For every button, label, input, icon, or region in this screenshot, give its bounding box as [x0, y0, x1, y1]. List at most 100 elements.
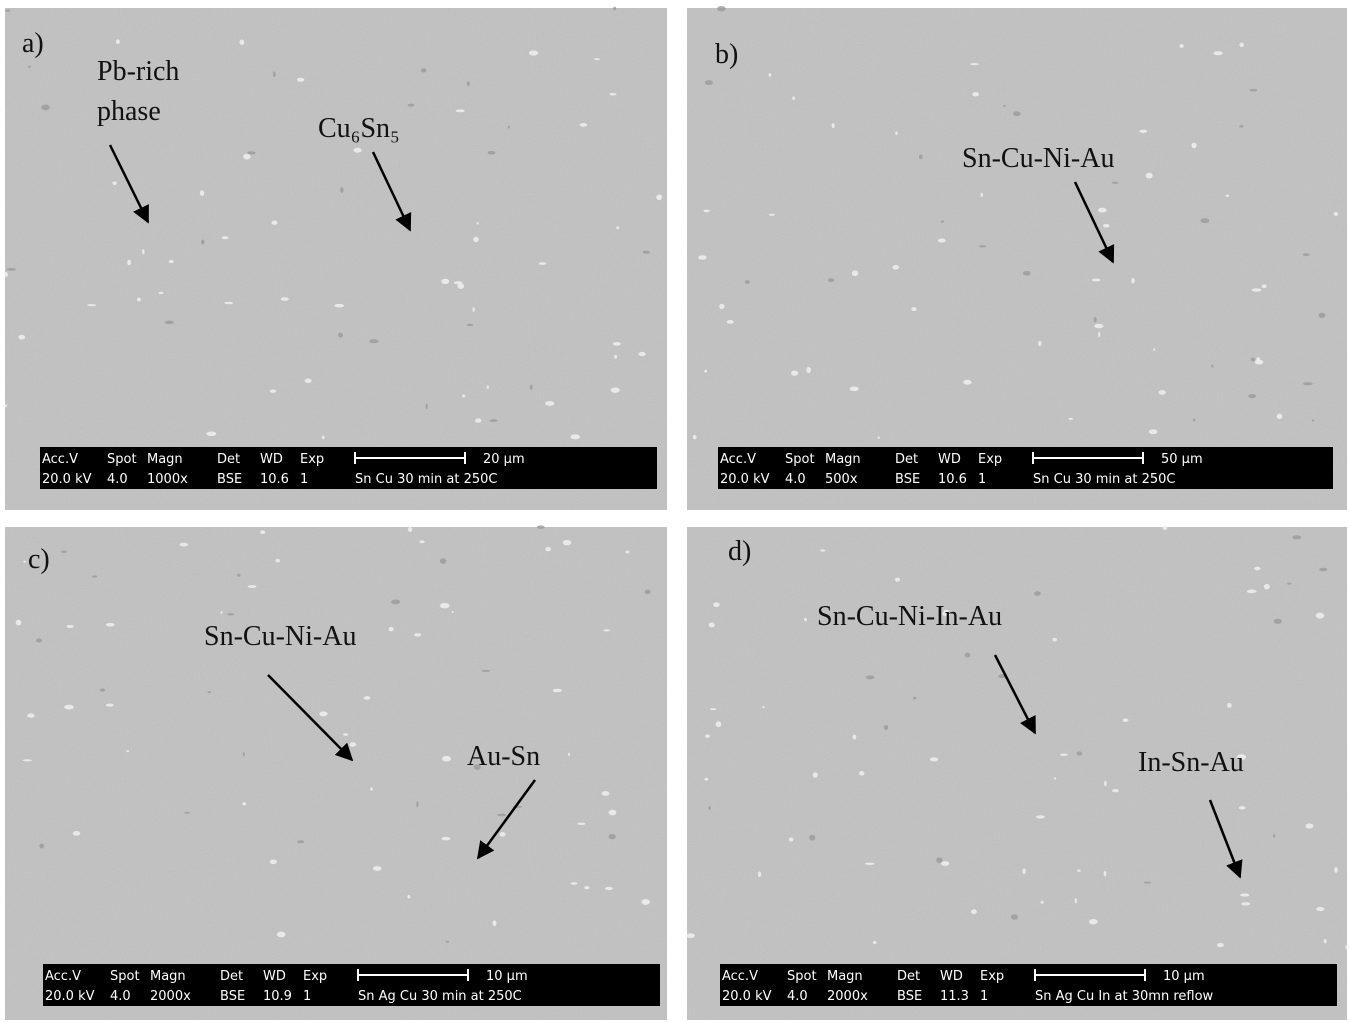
- info-value: BSE: [217, 472, 242, 487]
- speck: [895, 578, 900, 582]
- speck: [705, 734, 710, 738]
- speck: [305, 379, 312, 384]
- speck: [645, 590, 651, 595]
- speck: [698, 255, 706, 260]
- speck: [1273, 834, 1275, 838]
- info-value: 4.0: [785, 472, 806, 487]
- micrograph: [5, 527, 667, 1020]
- speck: [609, 93, 616, 96]
- speck: [686, 933, 694, 938]
- speck: [18, 335, 25, 340]
- speck: [727, 320, 734, 324]
- speck: [625, 551, 629, 554]
- speck: [201, 240, 205, 245]
- speck: [1303, 382, 1313, 385]
- speck: [1240, 893, 1249, 896]
- speck: [206, 431, 216, 436]
- speck: [281, 297, 289, 301]
- speck: [656, 194, 662, 200]
- speck: [184, 812, 190, 814]
- speck: [865, 863, 875, 865]
- speck: [1254, 567, 1260, 571]
- scale-label: 10 µm: [1163, 969, 1205, 984]
- speck: [791, 371, 798, 376]
- speck: [1256, 357, 1260, 361]
- speck: [276, 559, 280, 562]
- speck: [553, 689, 562, 692]
- speck: [1319, 313, 1326, 318]
- speck: [165, 321, 174, 325]
- speck: [605, 887, 613, 890]
- speck: [493, 920, 497, 926]
- speck: [1193, 419, 1196, 422]
- speck: [938, 238, 946, 242]
- speck: [364, 696, 371, 700]
- speck: [1098, 208, 1106, 213]
- speck: [941, 861, 949, 866]
- speck: [809, 835, 815, 841]
- speck: [369, 339, 379, 343]
- speck: [319, 711, 327, 716]
- speck: [638, 352, 645, 356]
- speck: [224, 302, 233, 304]
- speck: [338, 333, 343, 338]
- speck: [441, 279, 449, 285]
- speck: [1334, 212, 1338, 216]
- speck: [603, 629, 610, 631]
- speck: [1239, 125, 1243, 127]
- speck: [1011, 914, 1018, 919]
- speck: [487, 386, 489, 389]
- speck: [445, 941, 449, 943]
- speck: [568, 753, 570, 756]
- scale-label: 10 µm: [486, 969, 528, 984]
- speck: [475, 418, 481, 422]
- panel-label: a): [22, 28, 44, 59]
- info-value: BSE: [895, 472, 920, 487]
- speck: [73, 831, 80, 836]
- speck: [1146, 173, 1153, 179]
- info-header: Det: [220, 969, 243, 984]
- speck: [710, 708, 717, 710]
- speck: [322, 436, 325, 440]
- speck: [112, 181, 116, 184]
- speck: [297, 78, 304, 82]
- speck: [1023, 271, 1031, 276]
- speck: [1316, 613, 1325, 619]
- speck: [1041, 901, 1044, 904]
- speck: [965, 653, 971, 658]
- speck: [1094, 324, 1103, 328]
- info-header: WD: [938, 452, 961, 467]
- annotation-text: Sn-Cu-Ni-Au: [204, 621, 356, 652]
- speck: [137, 298, 141, 302]
- speck: [806, 367, 811, 373]
- speck: [248, 585, 257, 588]
- speck: [919, 155, 923, 160]
- speck: [1123, 719, 1129, 722]
- speck: [220, 611, 222, 614]
- speck: [100, 689, 106, 692]
- speck: [1013, 111, 1021, 116]
- speck: [859, 771, 864, 776]
- speck: [972, 92, 979, 96]
- speck: [4, 272, 8, 277]
- speck: [693, 435, 697, 440]
- info-value: 11.3: [940, 989, 969, 1004]
- speck: [1264, 584, 1270, 589]
- speck: [1241, 902, 1250, 905]
- speck: [1060, 753, 1068, 755]
- speck: [1179, 44, 1183, 48]
- speck: [1036, 815, 1045, 818]
- speck: [28, 66, 31, 68]
- speck: [335, 304, 345, 308]
- speck: [884, 725, 888, 730]
- info-value: 500x: [825, 472, 858, 487]
- speck: [462, 394, 465, 397]
- info-caption: Sn Ag Cu In at 30mn reflow: [1035, 989, 1214, 1004]
- speck: [414, 633, 421, 636]
- panel-label: b): [715, 39, 738, 70]
- speck: [488, 151, 496, 155]
- speck: [1022, 868, 1025, 874]
- speck: [200, 190, 204, 196]
